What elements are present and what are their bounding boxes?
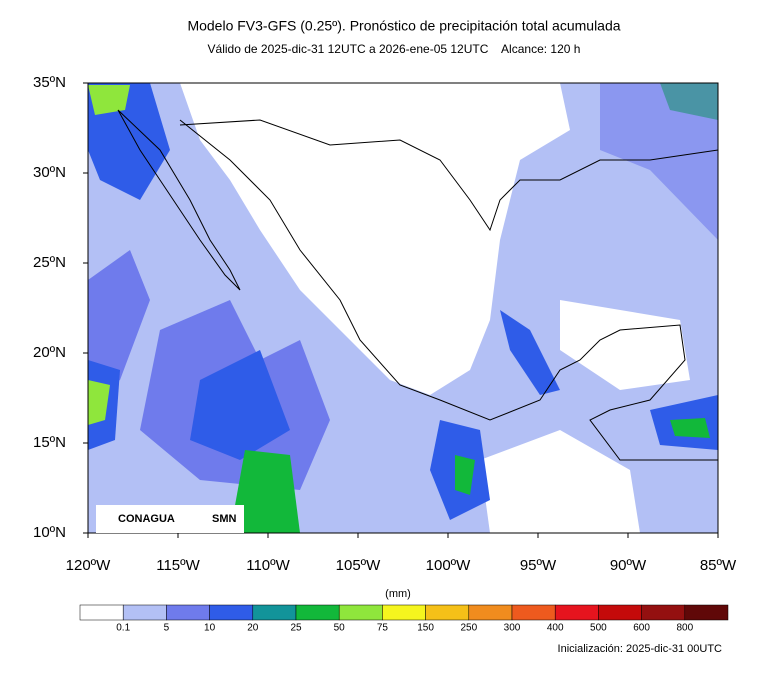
legend-label: 400 (547, 623, 564, 634)
legend-label: 250 (460, 623, 477, 634)
border (179, 119, 718, 232)
precip-area (190, 350, 290, 460)
precip-area (88, 85, 130, 115)
lat-label: 30ºN (33, 164, 66, 181)
legend-label: 300 (504, 623, 521, 634)
precip-area (600, 83, 718, 240)
lat-label: 25ºN (33, 254, 66, 271)
precip-area (455, 455, 475, 495)
color-box (295, 604, 340, 621)
lon-label: 100ºW (426, 557, 472, 574)
precip-area (500, 310, 560, 395)
precip-area (88, 380, 110, 425)
legend-label: 10 (204, 623, 216, 634)
lon-label: 115ºW (156, 557, 200, 574)
precip-area (230, 450, 300, 533)
map: CONAGUA SMN (87, 82, 719, 534)
color-box (684, 604, 729, 621)
lat-label: 35ºN (33, 74, 66, 91)
dry-gulf (560, 300, 690, 390)
color-box (252, 604, 297, 621)
dry-pacific (480, 430, 640, 533)
legend-label: 75 (377, 623, 389, 634)
legend-label: 25 (290, 623, 302, 634)
color-box (209, 604, 254, 621)
color-box (79, 604, 124, 621)
lon-label: 85ºW (700, 557, 737, 574)
color-box (511, 604, 556, 621)
initialization: Inicialización: 2025-dic-31 00UTC (558, 643, 723, 655)
lon-label: 95ºW (520, 557, 557, 574)
map-frame (87, 82, 719, 534)
precip-area (88, 250, 150, 400)
color-box (382, 604, 426, 621)
title: Modelo FV3-GFS (0.25º). Pronóstico de pr… (187, 18, 620, 34)
precip-area (670, 418, 710, 438)
logo-text: CONAGUA (118, 513, 175, 525)
lon-label: 110ºW (246, 557, 290, 574)
lon-label: 105ºW (336, 557, 382, 574)
color-box (166, 604, 210, 621)
color-box (554, 604, 599, 621)
logo-text: SMN (212, 513, 237, 525)
color-box (598, 604, 642, 621)
logo-box (96, 505, 244, 533)
lon-label: 90ºW (610, 557, 647, 574)
legend-unit: (mm) (385, 588, 411, 600)
legend-label: 5 (164, 623, 170, 634)
legend-label: 150 (417, 623, 434, 634)
legend-label: 600 (633, 623, 650, 634)
legend-label: 500 (590, 623, 607, 634)
lat-label: 15ºN (33, 434, 66, 451)
lon-label: 120ºW (66, 557, 112, 574)
lat-label: 10ºN (33, 524, 66, 541)
color-box (468, 604, 513, 621)
subtitle: Válido de 2025-dic-31 12UTC a 2026-ene-0… (208, 42, 581, 56)
legend-label: 0.1 (116, 623, 130, 634)
dry-land (180, 83, 570, 395)
legend-label: 800 (676, 623, 693, 634)
color-box (122, 604, 167, 621)
color-box (425, 604, 470, 621)
lat-label: 20ºN (33, 344, 66, 361)
legend-label: 50 (334, 623, 346, 634)
coastline (117, 109, 718, 461)
legend-label: 20 (247, 623, 259, 634)
color-box (641, 604, 686, 621)
color-box (338, 604, 383, 621)
